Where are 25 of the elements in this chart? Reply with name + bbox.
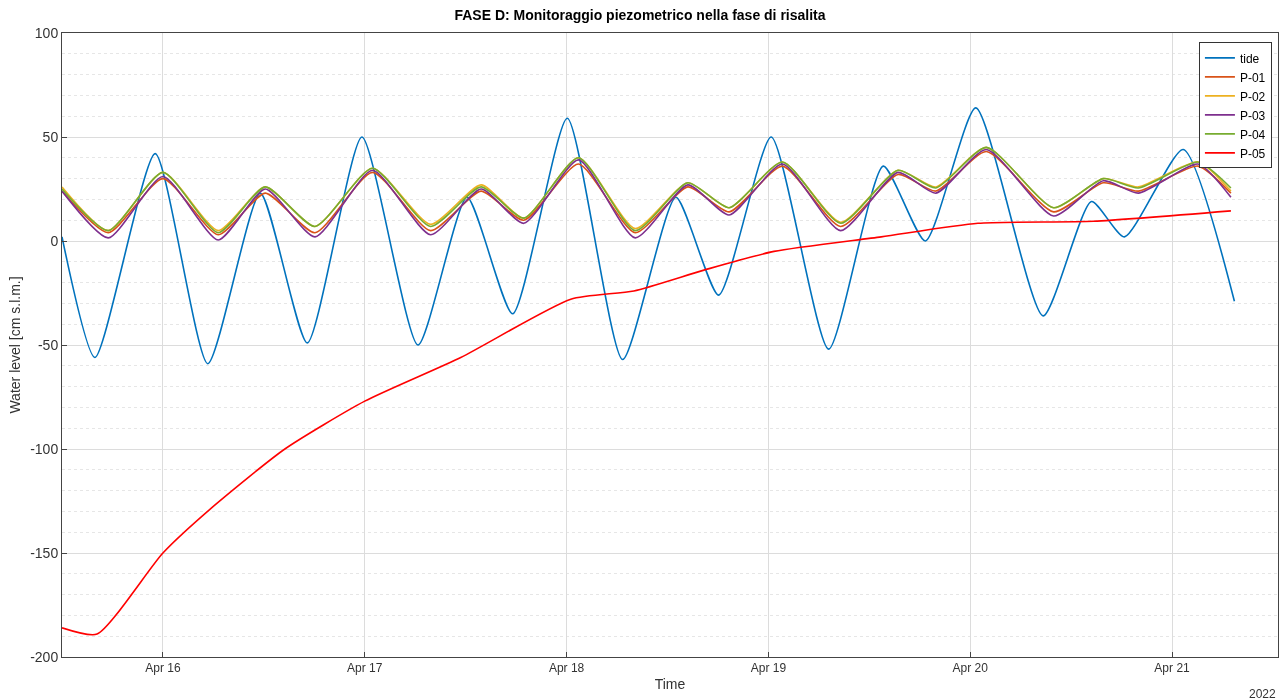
line-series xyxy=(62,210,1232,636)
y-tick-label: -150 xyxy=(30,544,59,561)
line-series xyxy=(62,107,1236,365)
x-tick-label: Apr 16 xyxy=(145,661,181,676)
chart-title: FASE D: Monitoraggio piezometrico nella fase di risalita xyxy=(454,7,826,24)
legend-label: P-05 xyxy=(1239,146,1266,161)
x-tick-label: Apr 17 xyxy=(347,661,383,676)
y-tick-label: -200 xyxy=(30,648,59,665)
legend-label: P-01 xyxy=(1239,70,1266,85)
legend-label: P-04 xyxy=(1239,127,1266,142)
x-tick-label: Apr 19 xyxy=(750,661,787,676)
y-tick-label: -50 xyxy=(37,336,59,353)
x-axis-title: Time xyxy=(654,675,686,692)
y-tick-label: 100 xyxy=(34,24,59,41)
legend-label: P-03 xyxy=(1239,108,1266,123)
x-tick-label: Apr 20 xyxy=(952,661,989,676)
legend-label: tide xyxy=(1239,51,1260,66)
y-tick-label: 50 xyxy=(42,128,59,145)
y-tick-label: 0 xyxy=(50,232,59,249)
legend-label: P-02 xyxy=(1239,89,1266,104)
y-axis-title: Water level [cm s.l.m.] xyxy=(6,276,23,414)
text: 2022 xyxy=(1249,687,1277,698)
x-tick-label: Apr 21 xyxy=(1154,661,1191,676)
x-tick-label: Apr 18 xyxy=(548,661,585,676)
y-tick-label: -100 xyxy=(30,440,59,457)
